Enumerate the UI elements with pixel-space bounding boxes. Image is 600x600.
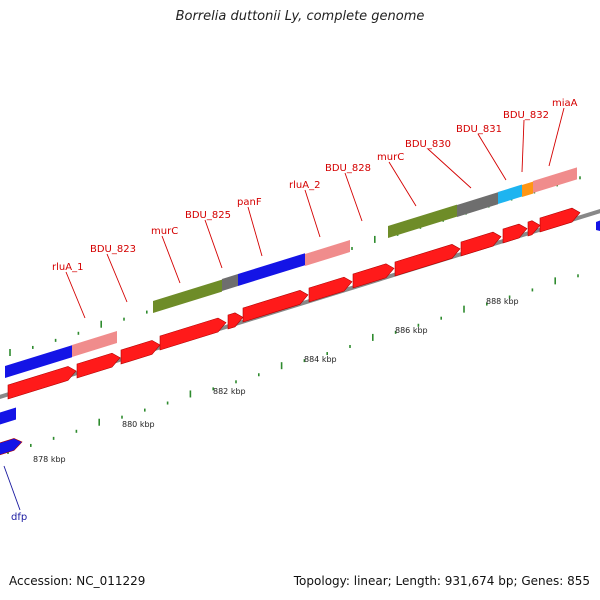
gene-arrow-8	[394, 244, 461, 277]
leader-line-3	[204, 219, 223, 269]
feature-track	[0, 167, 600, 425]
gene-label-BDU-825[interactable]: BDU_825	[185, 210, 231, 221]
gene-label-murC-1[interactable]: murC	[151, 226, 178, 237]
leader-line-1	[106, 253, 128, 303]
feature-bar-9	[522, 181, 533, 197]
gene-label-panF[interactable]: panF	[237, 197, 262, 208]
map-title: Borrelia duttonii Ly, complete genome	[175, 9, 425, 24]
gene-track	[0, 207, 581, 456]
gene-label-dfp[interactable]: dfp	[11, 512, 27, 523]
gene-arrow-7	[352, 263, 395, 289]
gene-label-miaA[interactable]: miaA	[552, 98, 578, 109]
gene-label-BDU-830[interactable]: BDU_830	[405, 139, 451, 150]
gene-label-BDU-828[interactable]: BDU_828	[325, 163, 371, 174]
feature-bar-0	[5, 345, 72, 378]
gene-arrow-11	[527, 220, 541, 237]
gene-arrow-0	[7, 366, 77, 400]
gene-arrow-4	[227, 312, 244, 330]
feature-bar-4	[238, 253, 305, 286]
gene-label-BDU-823[interactable]: BDU_823	[90, 244, 136, 255]
accession-text: Accession: NC_011229	[9, 574, 146, 588]
scale-label-882: 882 kbp	[213, 387, 246, 396]
feature-bar-2	[153, 279, 222, 313]
gene-label-rluA-1[interactable]: rluA_1	[52, 262, 83, 273]
gene-label-BDU-832[interactable]: BDU_832	[503, 110, 549, 121]
feature-bar-1	[72, 331, 117, 357]
leader-line-11	[548, 107, 565, 167]
tick-marks	[7, 176, 581, 454]
leader-line-8	[427, 148, 472, 189]
leader-line-10	[521, 119, 525, 173]
feature-bar-6	[388, 204, 457, 238]
scale-label-886: 886 kbp	[395, 326, 428, 335]
gene-arrow-reverse	[0, 438, 23, 456]
scale-label-880: 880 kbp	[122, 420, 155, 429]
gene-arrow-5	[242, 290, 309, 323]
gene-label-BDU-831[interactable]: BDU_831	[456, 124, 502, 135]
feature-bar-3	[222, 274, 238, 291]
leader-line-4	[247, 206, 263, 257]
gene-label-murC-2[interactable]: murC	[377, 152, 404, 163]
feature-bar-10	[533, 167, 577, 193]
topology-summary: Topology: linear; Length: 931,674 bp; Ge…	[293, 574, 590, 588]
leader-line-9	[477, 133, 507, 181]
leader-line-2	[161, 235, 181, 284]
feature-bar-11	[0, 407, 16, 425]
leader-line-5	[304, 189, 321, 238]
feature-bar-8	[498, 184, 522, 204]
leader-line-0	[65, 271, 86, 319]
gene-arrow-10	[502, 223, 528, 244]
gene-label-rluA-2[interactable]: rluA_2	[289, 180, 320, 191]
feature-bar-7	[457, 192, 498, 217]
leader-line-7	[388, 161, 417, 207]
label-leaders	[3, 107, 565, 511]
gene-arrow-6	[308, 276, 353, 303]
leader-line-6	[344, 172, 363, 222]
gene-arrow-3	[159, 317, 227, 351]
gene-arrow-12	[539, 207, 581, 233]
scale-label-888: 888 kbp	[486, 297, 519, 306]
gene-arrow-1	[76, 352, 121, 379]
gene-arrow-2	[120, 340, 161, 365]
leader-line-12	[3, 465, 21, 511]
feature-bar-edge	[596, 220, 600, 231]
scale-label-878: 878 kbp	[33, 455, 66, 464]
feature-bar-5	[305, 240, 350, 266]
scale-label-884: 884 kbp	[304, 355, 337, 364]
gene-arrow-9	[460, 231, 502, 257]
